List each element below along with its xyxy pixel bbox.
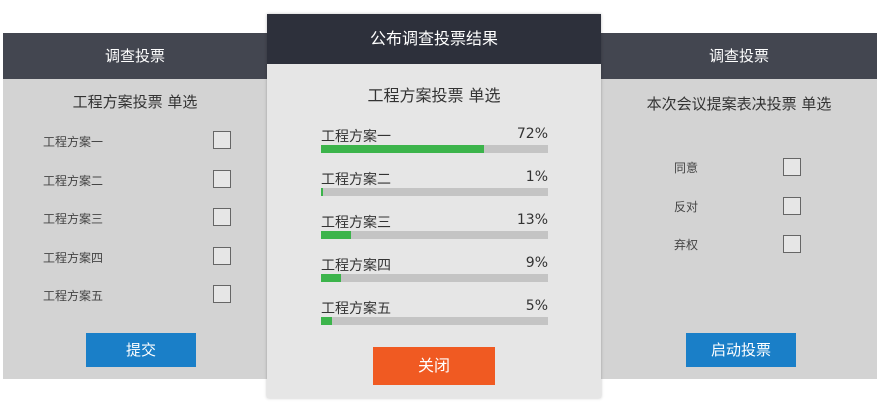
progress-track (321, 274, 548, 282)
progress-track (321, 317, 548, 325)
progress-fill (321, 317, 333, 325)
progress-fill (321, 188, 324, 196)
progress-fill (321, 231, 351, 239)
progress-track (321, 145, 548, 153)
progress-fill (321, 274, 342, 282)
survey-vote-panel-right: 调查投票 本次会议提案表决投票 单选 同意 反对 弃权 启动投票 (601, 33, 877, 379)
start-vote-button[interactable]: 启动投票 (686, 333, 796, 367)
panel-header: 调查投票 (3, 33, 267, 79)
result-label: 工程方案五 (321, 301, 391, 317)
progress-track (321, 188, 548, 196)
result-label: 工程方案二 (321, 172, 391, 188)
progress-track (321, 231, 548, 239)
option-label: 工程方案四 (43, 251, 104, 265)
vote-results-panel: 公布调查投票结果 工程方案投票 单选 工程方案一 72% 工程方案二 1% 工程方案三 1… (267, 14, 601, 398)
panel-header: 公布调查投票结果 (267, 14, 601, 64)
result-label: 工程方案三 (321, 215, 391, 231)
close-button[interactable]: 关闭 (373, 347, 495, 385)
option-checkbox[interactable] (213, 285, 231, 303)
result-label: 工程方案一 (321, 129, 391, 145)
vote-title: 本次会议提案表决投票 单选 (646, 95, 832, 113)
option-label: 反对 (674, 200, 699, 214)
option-checkbox[interactable] (783, 197, 801, 215)
result-percent: 13% (516, 212, 548, 228)
result-label: 工程方案四 (321, 258, 391, 274)
option-label: 弃权 (674, 238, 699, 252)
result-percent: 72% (516, 126, 548, 142)
option-label: 同意 (674, 161, 699, 175)
option-checkbox[interactable] (213, 247, 231, 265)
result-percent: 5% (525, 298, 548, 314)
panel-header: 调查投票 (601, 33, 877, 79)
vote-title: 工程方案投票 单选 (72, 93, 198, 111)
survey-vote-panel-left: 调查投票 工程方案投票 单选 工程方案一 工程方案二 工程方案三 工程方案四 工… (3, 33, 267, 379)
result-percent: 9% (525, 255, 548, 271)
progress-fill (321, 145, 485, 153)
option-checkbox[interactable] (783, 158, 801, 176)
option-checkbox[interactable] (213, 170, 231, 188)
option-label: 工程方案三 (43, 212, 104, 226)
option-label: 工程方案五 (43, 289, 104, 303)
option-label: 工程方案一 (43, 135, 104, 149)
vote-title: 工程方案投票 单选 (367, 86, 501, 105)
result-percent: 1% (525, 169, 548, 185)
option-checkbox[interactable] (213, 208, 231, 226)
submit-button[interactable]: 提交 (86, 333, 196, 367)
option-checkbox[interactable] (783, 235, 801, 253)
option-label: 工程方案二 (43, 174, 104, 188)
option-checkbox[interactable] (213, 131, 231, 149)
